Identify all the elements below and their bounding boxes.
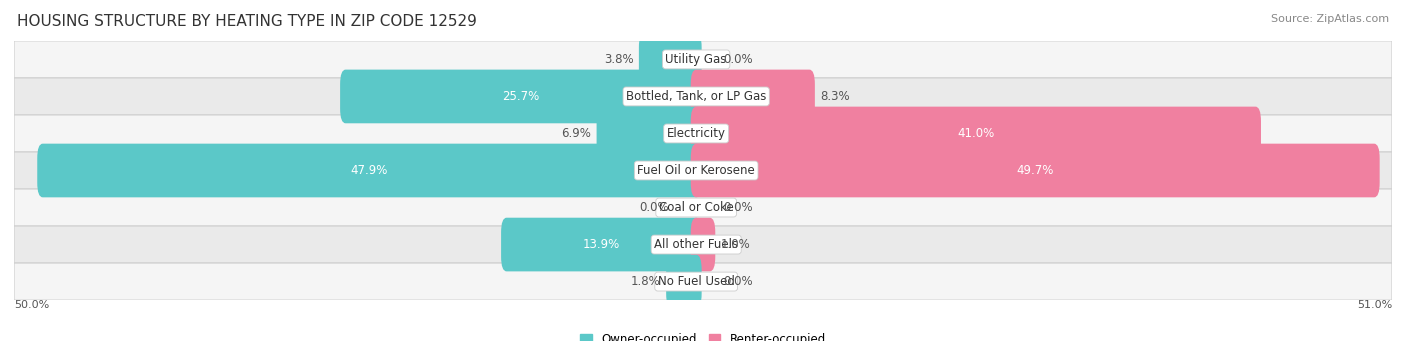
FancyBboxPatch shape (690, 107, 1261, 160)
Text: Fuel Oil or Kerosene: Fuel Oil or Kerosene (637, 164, 755, 177)
FancyBboxPatch shape (14, 226, 1392, 263)
Text: 0.0%: 0.0% (724, 201, 754, 214)
FancyBboxPatch shape (340, 70, 702, 123)
FancyBboxPatch shape (690, 144, 1379, 197)
Legend: Owner-occupied, Renter-occupied: Owner-occupied, Renter-occupied (575, 329, 831, 341)
Text: 1.8%: 1.8% (631, 275, 661, 288)
FancyBboxPatch shape (666, 255, 702, 308)
Text: 49.7%: 49.7% (1017, 164, 1054, 177)
Text: 0.0%: 0.0% (724, 275, 754, 288)
Text: 8.3%: 8.3% (820, 90, 851, 103)
FancyBboxPatch shape (501, 218, 702, 271)
FancyBboxPatch shape (690, 70, 815, 123)
Text: Source: ZipAtlas.com: Source: ZipAtlas.com (1271, 14, 1389, 24)
FancyBboxPatch shape (14, 41, 1392, 78)
Text: Electricity: Electricity (666, 127, 725, 140)
FancyBboxPatch shape (14, 263, 1392, 300)
Text: 50.0%: 50.0% (14, 300, 49, 310)
Text: 41.0%: 41.0% (957, 127, 994, 140)
Text: 1.0%: 1.0% (721, 238, 751, 251)
Text: 13.9%: 13.9% (582, 238, 620, 251)
FancyBboxPatch shape (638, 33, 702, 86)
Text: HOUSING STRUCTURE BY HEATING TYPE IN ZIP CODE 12529: HOUSING STRUCTURE BY HEATING TYPE IN ZIP… (17, 14, 477, 29)
Text: Utility Gas: Utility Gas (665, 53, 727, 66)
Text: 0.0%: 0.0% (724, 53, 754, 66)
Text: No Fuel Used: No Fuel Used (658, 275, 734, 288)
FancyBboxPatch shape (37, 144, 702, 197)
Text: Coal or Coke: Coal or Coke (659, 201, 734, 214)
Text: 51.0%: 51.0% (1357, 300, 1392, 310)
FancyBboxPatch shape (14, 189, 1392, 226)
Text: 3.8%: 3.8% (603, 53, 634, 66)
Text: 25.7%: 25.7% (502, 90, 540, 103)
Text: All other Fuels: All other Fuels (654, 238, 738, 251)
Text: 47.9%: 47.9% (350, 164, 388, 177)
FancyBboxPatch shape (14, 78, 1392, 115)
FancyBboxPatch shape (14, 115, 1392, 152)
Text: Bottled, Tank, or LP Gas: Bottled, Tank, or LP Gas (626, 90, 766, 103)
Text: 6.9%: 6.9% (561, 127, 591, 140)
FancyBboxPatch shape (14, 152, 1392, 189)
FancyBboxPatch shape (596, 107, 702, 160)
Text: 0.0%: 0.0% (640, 201, 669, 214)
FancyBboxPatch shape (690, 218, 716, 271)
